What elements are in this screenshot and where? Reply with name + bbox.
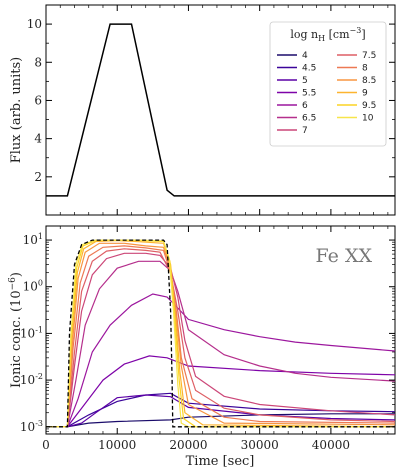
flux-plot-frame xyxy=(45,4,396,216)
x-tick-label: 30000 xyxy=(241,438,279,452)
flux-y-tick-label: 8 xyxy=(34,55,42,69)
ionic-series-line xyxy=(46,252,396,428)
legend-entry-label: 6 xyxy=(302,101,308,111)
ionic-y-tick-label: 10-2 xyxy=(20,372,43,387)
ionic-series-line xyxy=(46,245,396,428)
ionic-series-line xyxy=(46,392,396,428)
legend-entry-label: 9 xyxy=(362,89,368,99)
x-tick-label: 20000 xyxy=(169,438,207,452)
legend-box xyxy=(269,21,387,147)
ionic-series-line xyxy=(46,239,396,428)
flux-y-tick-label: 10 xyxy=(27,17,42,31)
legend-entry-label: 6.5 xyxy=(302,114,316,124)
equilibrium-dashed-line xyxy=(46,239,395,428)
legend-entry-label: 8.5 xyxy=(362,76,376,86)
flux-panel: 2 4 6 8 10 Flux (arb. units) log nH [cm−3] 4… xyxy=(9,4,396,216)
ion-annotation: Fe XX xyxy=(316,245,373,267)
x-tick-label: 0 xyxy=(42,438,50,452)
flux-y-tick-label: 2 xyxy=(34,170,42,184)
x-tick-label: 10000 xyxy=(98,438,136,452)
legend-entry-label: 5.5 xyxy=(302,89,316,99)
ionic-y-axis-label: Ionic conc. (10−6) xyxy=(8,272,24,388)
legend-entry-label: 9.5 xyxy=(362,101,376,111)
ionic-panel: 10-3 10-2 10-1 100 101 0 10000 20000 30000 40000… xyxy=(8,225,396,469)
flux-y-tick-label: 6 xyxy=(34,93,42,107)
legend: log nH [cm−3] 4 4.5 5 5.5 6 6.5 7 7.5 8 8.5 9 9.5 10 xyxy=(269,21,387,147)
ionic-series-line xyxy=(46,242,396,428)
ionic-series-line xyxy=(46,248,396,428)
legend-entry-label: 7.5 xyxy=(362,51,376,61)
x-tick-label: 40000 xyxy=(312,438,350,452)
ionic-y-tick-label: 10-1 xyxy=(20,325,43,340)
flux-y-axis-label: Flux (arb. units) xyxy=(9,57,24,164)
ionic-series-line xyxy=(46,355,396,428)
ionic-y-tick-label: 100 xyxy=(23,279,43,294)
legend-entry-label: 8 xyxy=(362,64,368,74)
legend-entry-label: 7 xyxy=(302,126,308,136)
legend-entry-label: 4 xyxy=(302,51,308,61)
ionic-y-tick-label: 10-3 xyxy=(20,419,43,434)
x-axis-label: Time [sec] xyxy=(186,454,255,469)
flux-series-line xyxy=(46,23,395,197)
legend-title: log nH [cm−3] xyxy=(290,26,365,43)
ionic-y-tick-label: 101 xyxy=(23,232,43,247)
ionic-plot-frame xyxy=(45,225,396,435)
ionic-series-line xyxy=(46,260,396,428)
legend-entry-label: 5 xyxy=(302,76,308,86)
flux-y-tick-label: 4 xyxy=(34,132,42,146)
legend-entry-label: 10 xyxy=(362,114,374,124)
legend-entry-label: 4.5 xyxy=(302,64,316,74)
ionic-series-line xyxy=(46,293,396,428)
